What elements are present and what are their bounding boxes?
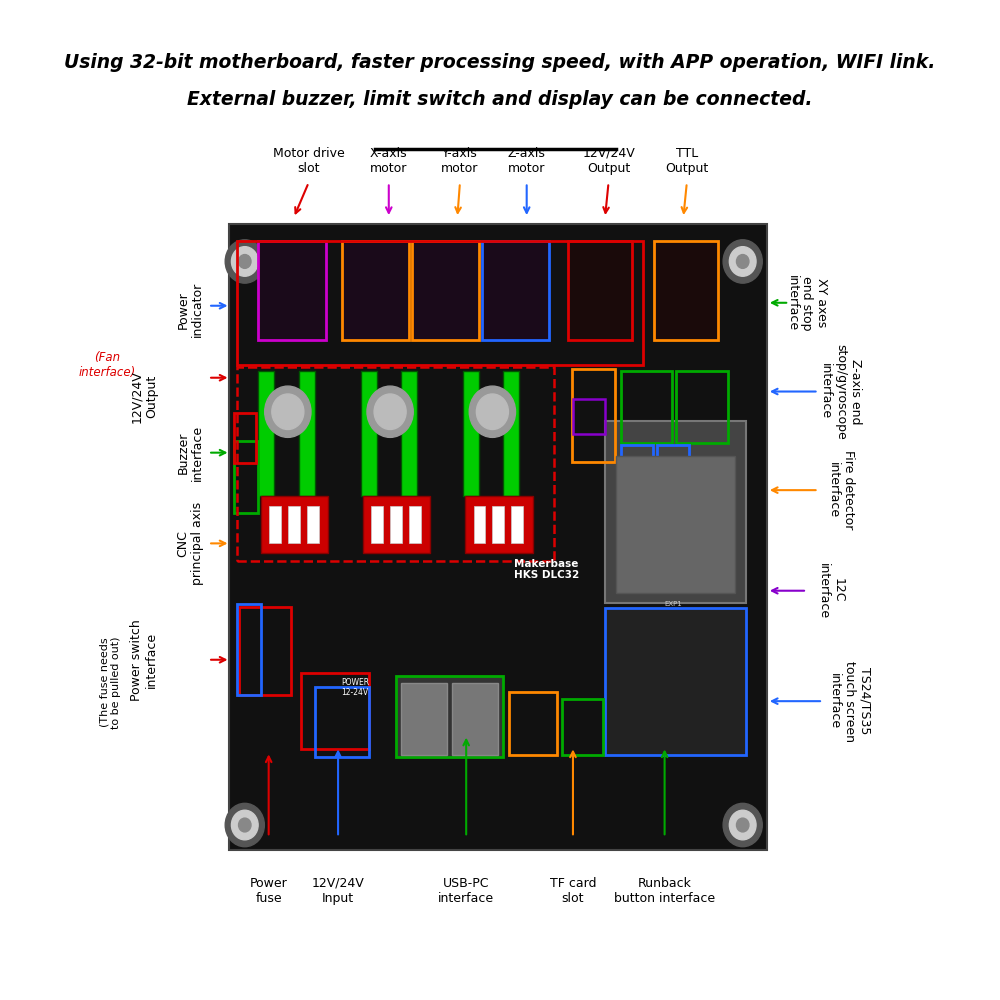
Bar bbox=[412, 241, 479, 340]
Bar bbox=[315, 687, 369, 757]
Circle shape bbox=[225, 240, 264, 283]
Circle shape bbox=[265, 386, 311, 437]
Bar bbox=[568, 241, 632, 340]
Bar bbox=[573, 399, 605, 434]
Text: XY axes
end stop
interface: XY axes end stop interface bbox=[785, 275, 828, 331]
Bar bbox=[605, 421, 746, 603]
Text: 12V/24V
Input: 12V/24V Input bbox=[312, 877, 364, 905]
Circle shape bbox=[231, 810, 258, 840]
Bar bbox=[363, 496, 430, 553]
Circle shape bbox=[231, 247, 258, 276]
Bar bbox=[361, 371, 377, 496]
Text: Makerbase
HKS DLC32: Makerbase HKS DLC32 bbox=[514, 559, 579, 580]
Bar bbox=[307, 506, 319, 543]
Bar bbox=[492, 506, 504, 543]
Bar bbox=[229, 224, 767, 850]
Text: TS24/TS35
touch screen
interface: TS24/TS35 touch screen interface bbox=[828, 661, 871, 742]
Bar bbox=[401, 683, 447, 755]
Circle shape bbox=[736, 818, 749, 832]
Bar bbox=[234, 413, 256, 463]
Bar bbox=[503, 371, 519, 496]
Text: Buzzer
interface: Buzzer interface bbox=[176, 425, 204, 481]
Text: Power
fuse: Power fuse bbox=[250, 877, 288, 905]
Bar bbox=[474, 506, 485, 543]
Circle shape bbox=[736, 255, 749, 268]
Bar bbox=[234, 441, 258, 513]
Text: X-axis
motor: X-axis motor bbox=[370, 147, 408, 175]
Bar bbox=[239, 607, 291, 695]
Circle shape bbox=[723, 240, 762, 283]
Text: 12V/24V
Output: 12V/24V Output bbox=[582, 147, 635, 175]
Bar bbox=[261, 496, 328, 553]
Text: External buzzer, limit switch and display can be connected.: External buzzer, limit switch and displa… bbox=[187, 90, 813, 109]
Text: POWER
12-24V: POWER 12-24V bbox=[341, 678, 369, 697]
Circle shape bbox=[729, 247, 756, 276]
Bar bbox=[572, 369, 615, 462]
Text: Using 32-bit motherboard, faster processing speed, with APP operation, WIFI link: Using 32-bit motherboard, faster process… bbox=[64, 53, 936, 72]
Bar bbox=[390, 506, 402, 543]
Text: Z-axis end
stop/gyroscope
interface: Z-axis end stop/gyroscope interface bbox=[819, 344, 862, 439]
Bar bbox=[237, 241, 643, 365]
Bar bbox=[654, 241, 718, 340]
Bar bbox=[342, 241, 409, 340]
Bar bbox=[482, 241, 549, 340]
Bar bbox=[605, 608, 746, 755]
Text: Runback
button interface: Runback button interface bbox=[614, 877, 715, 905]
Bar bbox=[409, 506, 421, 543]
Text: 12V/24V
Output: 12V/24V Output bbox=[130, 370, 158, 423]
Bar bbox=[258, 371, 274, 496]
Bar bbox=[452, 683, 498, 755]
Bar bbox=[621, 445, 653, 474]
Text: Power switch
interface: Power switch interface bbox=[130, 619, 158, 701]
Text: Motor drive
slot: Motor drive slot bbox=[273, 147, 345, 175]
Bar bbox=[657, 445, 689, 474]
Circle shape bbox=[476, 394, 508, 429]
Text: (The fuse needs
to be pulled out): (The fuse needs to be pulled out) bbox=[99, 636, 121, 729]
Bar bbox=[269, 506, 281, 543]
Text: Power
indicator: Power indicator bbox=[176, 282, 204, 337]
Circle shape bbox=[729, 810, 756, 840]
Circle shape bbox=[239, 818, 251, 832]
Circle shape bbox=[469, 386, 516, 437]
Bar bbox=[396, 676, 503, 757]
Text: Fire detector
interface: Fire detector interface bbox=[827, 450, 855, 530]
Circle shape bbox=[272, 394, 304, 429]
Bar bbox=[621, 371, 672, 443]
Bar bbox=[562, 699, 603, 755]
Text: EXP1: EXP1 bbox=[664, 601, 682, 607]
Circle shape bbox=[374, 394, 406, 429]
Circle shape bbox=[225, 803, 264, 847]
Text: TF card
slot: TF card slot bbox=[550, 877, 596, 905]
Bar bbox=[463, 371, 479, 496]
Text: 12C
interface: 12C interface bbox=[817, 563, 845, 619]
Bar bbox=[401, 371, 417, 496]
Bar bbox=[371, 506, 383, 543]
Text: Y-axis
motor: Y-axis motor bbox=[441, 147, 479, 175]
Text: USB-PC
interface: USB-PC interface bbox=[438, 877, 494, 905]
Circle shape bbox=[239, 255, 251, 268]
Bar bbox=[299, 371, 315, 496]
Bar bbox=[676, 371, 728, 443]
Bar bbox=[288, 506, 300, 543]
Bar bbox=[258, 241, 326, 340]
Text: (Fan
interface): (Fan interface) bbox=[78, 351, 135, 379]
Bar bbox=[237, 604, 261, 695]
Circle shape bbox=[723, 803, 762, 847]
Text: CNC
principal axis: CNC principal axis bbox=[176, 502, 204, 585]
Bar bbox=[301, 673, 369, 749]
Bar bbox=[511, 506, 523, 543]
Bar bbox=[465, 496, 533, 553]
Circle shape bbox=[367, 386, 413, 437]
Bar bbox=[509, 692, 557, 755]
Bar bbox=[616, 456, 735, 593]
Text: Z-axis
motor: Z-axis motor bbox=[508, 147, 546, 175]
Text: TTL
Output: TTL Output bbox=[665, 147, 708, 175]
Bar bbox=[237, 367, 554, 561]
